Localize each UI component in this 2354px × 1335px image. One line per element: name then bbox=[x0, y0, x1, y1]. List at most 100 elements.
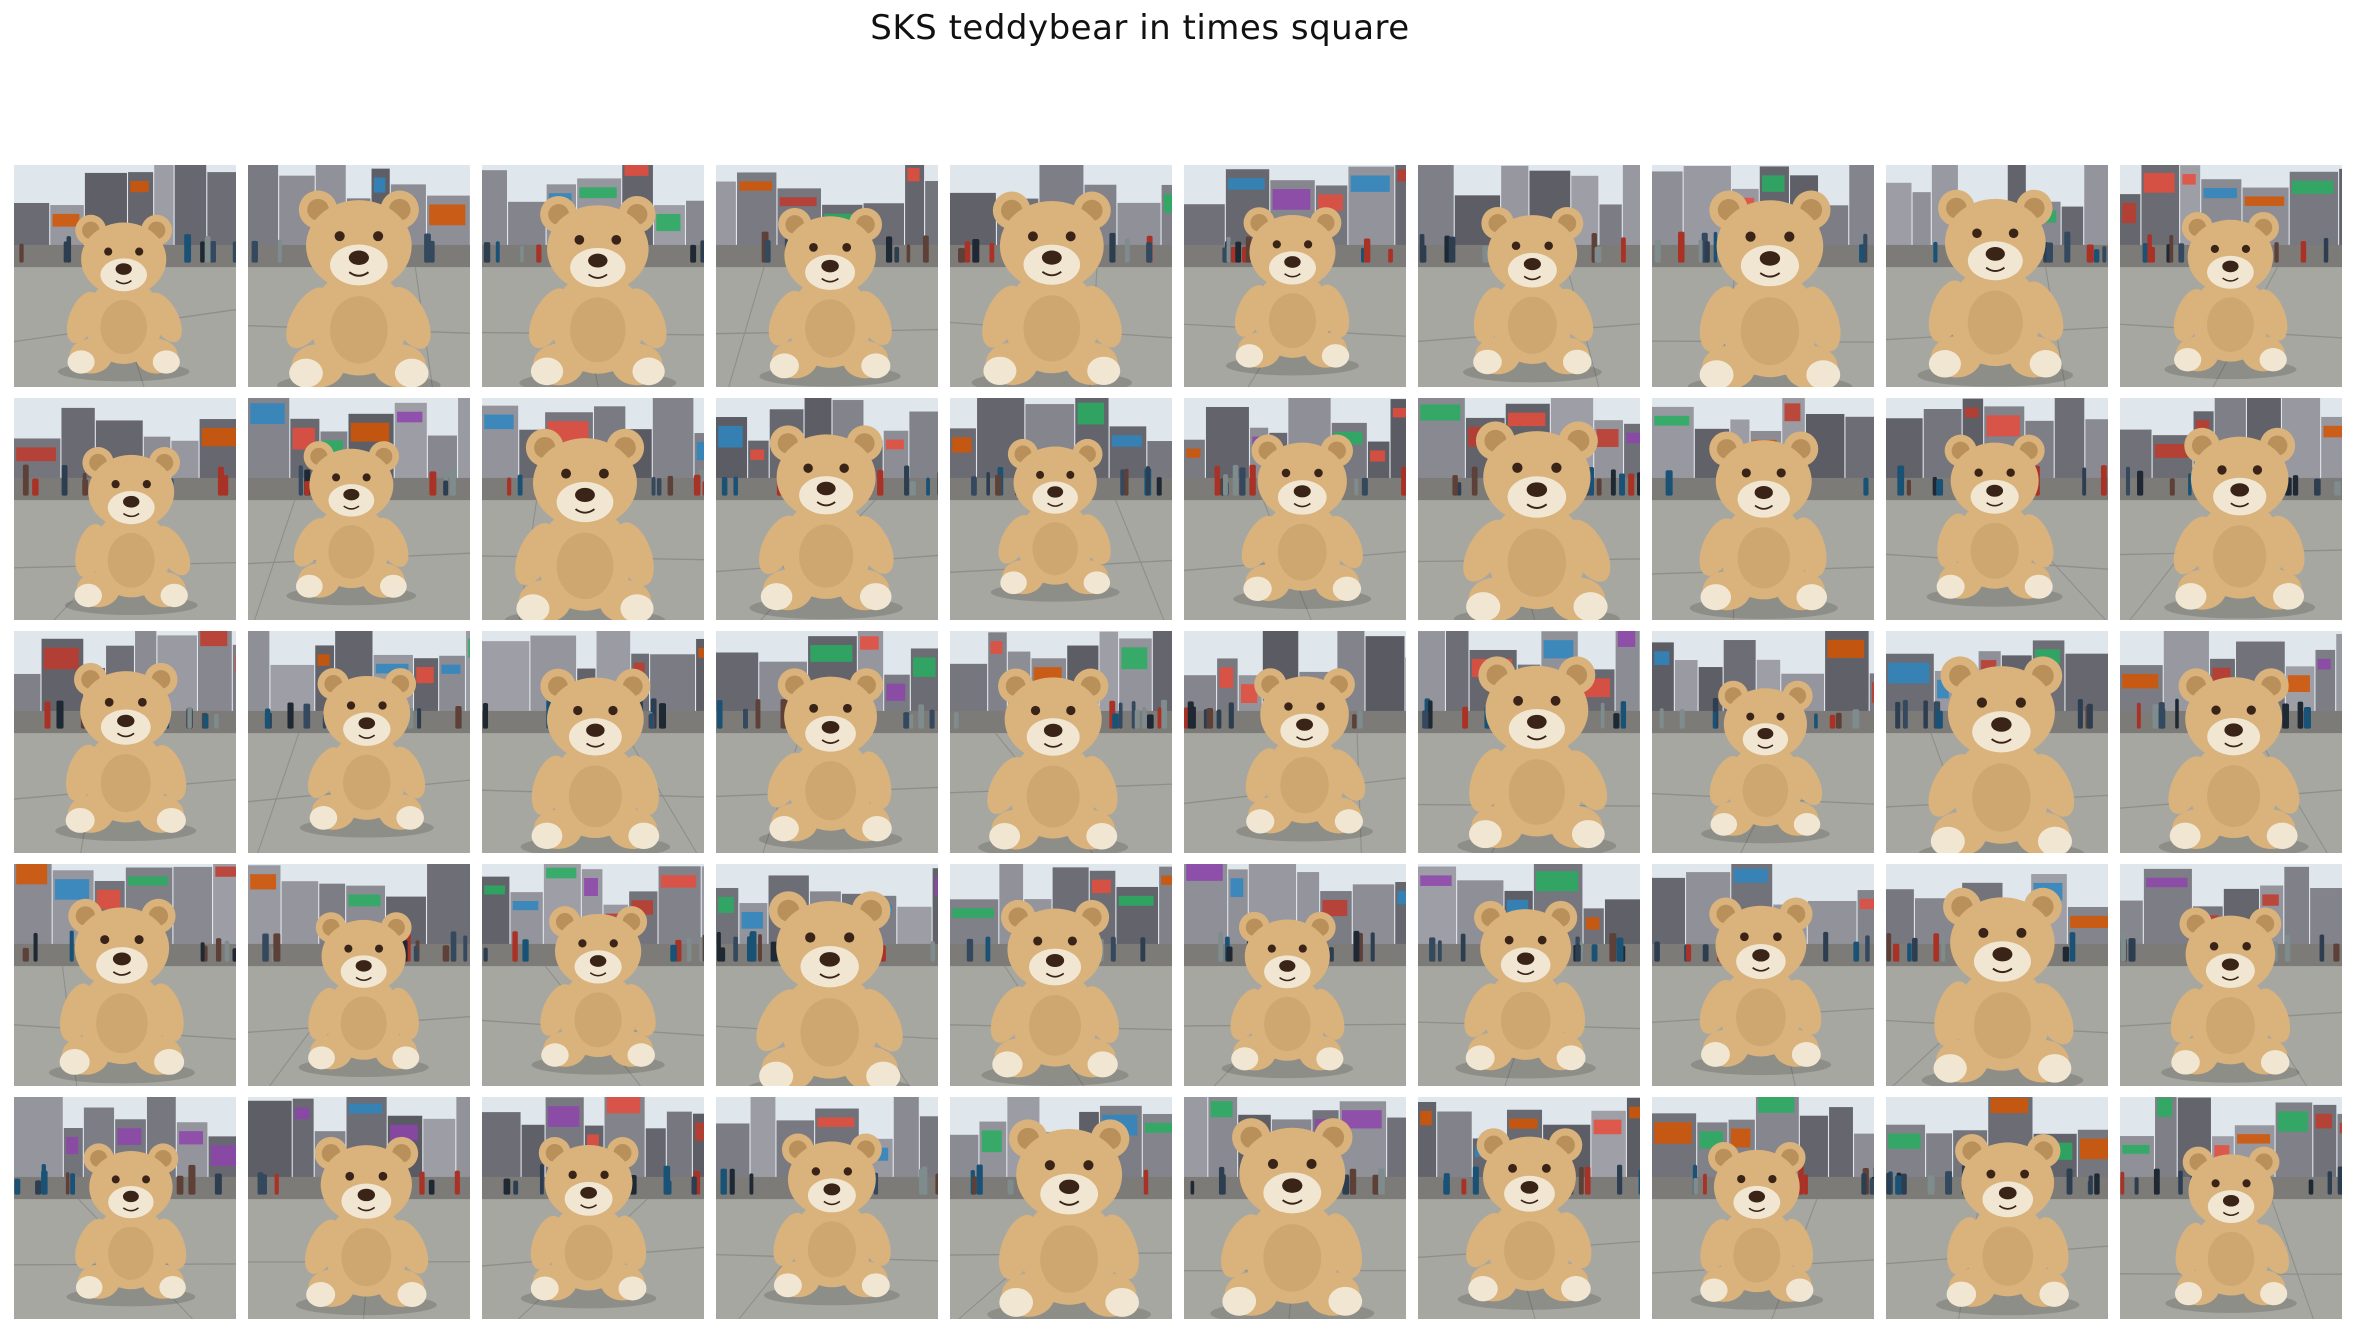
teddybear-photo bbox=[1184, 398, 1406, 620]
teddybear-image-tile bbox=[1886, 1097, 2108, 1319]
teddybear-photo bbox=[248, 1097, 470, 1319]
teddybear-image-tile bbox=[482, 864, 704, 1086]
teddybear-photo bbox=[1652, 864, 1874, 1086]
teddybear-photo bbox=[1886, 398, 2108, 620]
teddybear-photo bbox=[14, 864, 236, 1086]
teddybear-image-tile bbox=[716, 631, 938, 853]
teddybear-image-tile bbox=[2120, 1097, 2342, 1319]
teddybear-photo bbox=[1652, 165, 1874, 387]
teddybear-photo bbox=[248, 864, 470, 1086]
teddybear-image-tile bbox=[482, 1097, 704, 1319]
teddybear-photo bbox=[482, 398, 704, 620]
teddybear-image-tile bbox=[248, 165, 470, 387]
teddybear-photo bbox=[1418, 864, 1640, 1086]
teddybear-image-tile bbox=[1184, 165, 1406, 387]
teddybear-image-tile bbox=[1886, 631, 2108, 853]
teddybear-image-tile bbox=[716, 398, 938, 620]
teddybear-image-tile bbox=[1886, 398, 2108, 620]
teddybear-photo bbox=[2120, 631, 2342, 853]
teddybear-photo bbox=[1418, 165, 1640, 387]
teddybear-image-tile bbox=[14, 165, 236, 387]
teddybear-image-tile bbox=[482, 165, 704, 387]
figure-title: SKS teddybear in times square bbox=[870, 8, 1410, 48]
teddybear-photo bbox=[2120, 1097, 2342, 1319]
teddybear-photo bbox=[950, 398, 1172, 620]
teddybear-image-tile bbox=[248, 864, 470, 1086]
teddybear-image-tile bbox=[2120, 165, 2342, 387]
teddybear-image-tile bbox=[1886, 165, 2108, 387]
teddybear-image-tile bbox=[1652, 398, 1874, 620]
teddybear-photo bbox=[1184, 165, 1406, 387]
teddybear-image-tile bbox=[1418, 398, 1640, 620]
teddybear-image-tile bbox=[1418, 165, 1640, 387]
teddybear-photo bbox=[716, 1097, 938, 1319]
teddybear-image-tile bbox=[716, 165, 938, 387]
teddybear-image-tile bbox=[716, 864, 938, 1086]
teddybear-photo bbox=[950, 864, 1172, 1086]
image-grid bbox=[14, 165, 2342, 1319]
teddybear-image-tile bbox=[1184, 1097, 1406, 1319]
teddybear-photo bbox=[1184, 631, 1406, 853]
teddybear-image-tile bbox=[2120, 864, 2342, 1086]
teddybear-photo bbox=[248, 398, 470, 620]
teddybear-image-tile bbox=[1652, 631, 1874, 853]
teddybear-photo bbox=[2120, 398, 2342, 620]
teddybear-image-tile bbox=[248, 398, 470, 620]
teddybear-photo bbox=[1652, 631, 1874, 853]
teddybear-photo bbox=[1418, 398, 1640, 620]
teddybear-photo bbox=[716, 864, 938, 1086]
teddybear-photo bbox=[716, 631, 938, 853]
teddybear-image-tile bbox=[14, 864, 236, 1086]
teddybear-image-tile bbox=[482, 631, 704, 853]
teddybear-image-tile bbox=[950, 1097, 1172, 1319]
teddybear-photo bbox=[482, 864, 704, 1086]
teddybear-image-tile bbox=[14, 1097, 236, 1319]
teddybear-image-tile bbox=[950, 398, 1172, 620]
teddybear-photo bbox=[716, 398, 938, 620]
teddybear-photo bbox=[14, 165, 236, 387]
teddybear-image-tile bbox=[482, 398, 704, 620]
teddybear-image-tile bbox=[1652, 864, 1874, 1086]
teddybear-image-tile bbox=[1418, 1097, 1640, 1319]
teddybear-image-tile bbox=[1184, 398, 1406, 620]
teddybear-image-tile bbox=[1652, 165, 1874, 387]
teddybear-photo bbox=[14, 398, 236, 620]
teddybear-photo bbox=[1886, 631, 2108, 853]
teddybear-photo bbox=[482, 631, 704, 853]
teddybear-photo bbox=[14, 631, 236, 853]
teddybear-image-tile bbox=[14, 631, 236, 853]
teddybear-image-tile bbox=[1418, 864, 1640, 1086]
teddybear-photo bbox=[2120, 165, 2342, 387]
teddybear-image-tile bbox=[1184, 631, 1406, 853]
teddybear-image-tile bbox=[1418, 631, 1640, 853]
teddybear-photo bbox=[1184, 1097, 1406, 1319]
teddybear-photo bbox=[1418, 1097, 1640, 1319]
teddybear-image-tile bbox=[950, 165, 1172, 387]
teddybear-photo bbox=[248, 165, 470, 387]
teddybear-image-tile bbox=[2120, 631, 2342, 853]
teddybear-image-tile bbox=[248, 631, 470, 853]
teddybear-photo bbox=[1652, 1097, 1874, 1319]
teddybear-photo bbox=[248, 631, 470, 853]
teddybear-photo bbox=[482, 165, 704, 387]
teddybear-image-tile bbox=[716, 1097, 938, 1319]
teddybear-image-tile bbox=[1652, 1097, 1874, 1319]
teddybear-photo bbox=[1886, 864, 2108, 1086]
teddybear-image-tile bbox=[248, 1097, 470, 1319]
teddybear-photo bbox=[1652, 398, 1874, 620]
teddybear-image-tile bbox=[1184, 864, 1406, 1086]
teddybear-photo bbox=[950, 1097, 1172, 1319]
teddybear-photo bbox=[1886, 1097, 2108, 1319]
teddybear-image-tile bbox=[950, 864, 1172, 1086]
teddybear-photo bbox=[1184, 864, 1406, 1086]
teddybear-photo bbox=[950, 165, 1172, 387]
teddybear-photo bbox=[950, 631, 1172, 853]
teddybear-photo bbox=[14, 1097, 236, 1319]
teddybear-image-tile bbox=[950, 631, 1172, 853]
teddybear-photo bbox=[482, 1097, 704, 1319]
teddybear-photo bbox=[716, 165, 938, 387]
teddybear-photo bbox=[1886, 165, 2108, 387]
teddybear-image-tile bbox=[14, 398, 236, 620]
teddybear-image-tile bbox=[2120, 398, 2342, 620]
teddybear-photo bbox=[2120, 864, 2342, 1086]
